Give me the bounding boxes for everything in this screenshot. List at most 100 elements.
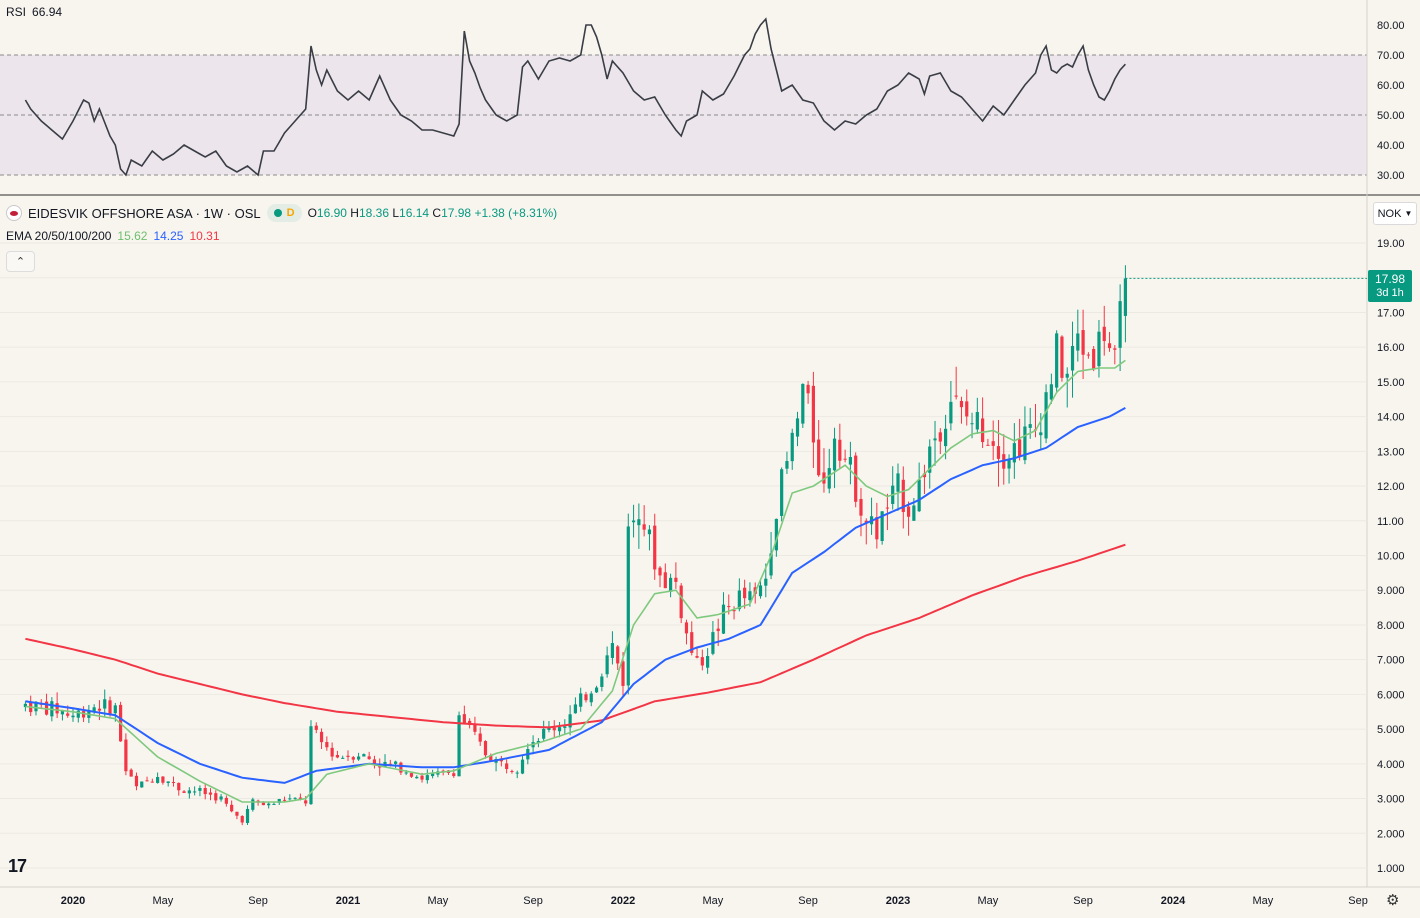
candle-body [637, 519, 641, 526]
candle-body [367, 756, 371, 760]
price-tick-label: 2.000 [1377, 828, 1405, 840]
candle-body [203, 788, 207, 795]
candle-body [727, 606, 731, 608]
rsi-pane: 30.00 40.00 50.00 60.00 70.00 80.00 [0, 17, 1405, 182]
rsi-tick-label: 50.00 [1377, 110, 1405, 122]
price-tick-label: 1.000 [1377, 863, 1405, 875]
candle-body [589, 693, 593, 703]
candle-body [219, 796, 223, 800]
rsi-legend: RSI 66.94 [6, 5, 62, 19]
candle-body [859, 498, 863, 516]
last-price-value: 17.98 [1374, 272, 1406, 286]
ema-legend[interactable]: EMA 20/50/100/200 15.62 14.25 10.31 [6, 229, 220, 243]
candle-body [552, 727, 556, 731]
candle-body [684, 622, 689, 634]
candle-body [1113, 348, 1117, 350]
candle-body [769, 553, 773, 576]
symbol-title[interactable]: EIDESVIK OFFSHORE ASA · 1W · OSL [28, 205, 261, 221]
candle-body [716, 628, 720, 632]
market-status-pill[interactable]: D [266, 204, 302, 222]
candle-body [457, 715, 461, 777]
candle-body [420, 775, 424, 780]
candle-body [758, 585, 763, 597]
candle-body [1039, 432, 1043, 436]
candle-body [801, 383, 805, 424]
candle-body [393, 761, 398, 764]
candle-body [1092, 348, 1096, 369]
candle-body [1055, 333, 1059, 388]
time-tick-label: May [153, 895, 174, 907]
rsi-tick-label: 40.00 [1377, 140, 1405, 152]
price-tick-label: 9.000 [1377, 585, 1405, 597]
price-tick-label: 12.00 [1377, 481, 1405, 493]
time-tick-label: 2021 [336, 895, 360, 907]
time-tick-label: Sep [798, 895, 818, 907]
symbol-legend: EIDESVIK OFFSHORE ASA · 1W · OSL D O16.9… [6, 204, 557, 222]
price-tick-label: 6.000 [1377, 689, 1405, 701]
candle-body [594, 687, 599, 693]
company-logo-icon [6, 205, 22, 221]
last-price-badge: 17.98 3d 1h [1368, 270, 1412, 302]
price-tick-label: 17.00 [1377, 307, 1405, 319]
candle-body [986, 444, 990, 446]
candle-body [351, 757, 355, 760]
collapse-legend-button[interactable]: ⌃ [6, 251, 35, 272]
time-tick-label: Sep [248, 895, 268, 907]
rsi-line [24, 17, 1126, 177]
candle-body [108, 700, 112, 715]
candle-body [1065, 373, 1069, 378]
time-tick-label: Sep [1073, 895, 1093, 907]
candle-body [658, 567, 662, 576]
candle-body [404, 772, 408, 774]
candle-body [224, 797, 228, 804]
candle-body [245, 808, 250, 823]
candle-body [356, 756, 361, 760]
candle-body [706, 655, 710, 668]
time-tick-label: 2024 [1161, 895, 1186, 907]
candle-body [832, 438, 837, 471]
candle-body [60, 711, 65, 715]
candle-body [1018, 439, 1022, 458]
candle-body [928, 446, 932, 473]
rsi-value: 66.94 [32, 5, 63, 19]
time-tick-label: 2023 [886, 895, 910, 907]
candle-body [478, 733, 482, 742]
price-tick-label: 11.00 [1377, 516, 1404, 528]
ema50-value: 14.25 [153, 229, 184, 243]
tradingview-logo-icon[interactable]: 17 [8, 856, 27, 876]
candle-body [150, 781, 154, 783]
candle-body [134, 775, 139, 787]
candle-body [626, 526, 630, 686]
ema50-line [25, 407, 1126, 784]
candle-body [1076, 333, 1080, 351]
candle-body [171, 781, 176, 783]
candle-body [505, 763, 509, 770]
candle-body [235, 811, 239, 816]
candle-body [1097, 331, 1101, 367]
candle-body [1081, 330, 1085, 355]
candle-body [943, 428, 948, 447]
chevron-down-icon: ▼ [1404, 209, 1413, 218]
candle-body [663, 572, 667, 589]
candle-body [156, 777, 160, 783]
candle-body [166, 781, 170, 784]
currency-selector[interactable]: NOK ▼ [1373, 202, 1417, 225]
candle-body [193, 791, 197, 793]
candle-body [1123, 278, 1128, 316]
candle-body [811, 385, 815, 443]
price-tick-label: 4.000 [1377, 759, 1405, 771]
candle-body [568, 714, 572, 728]
settings-gear-icon[interactable]: ⚙ [1386, 892, 1400, 909]
currency-label: NOK [1377, 207, 1402, 220]
candle-body [113, 705, 117, 714]
candle-body [71, 715, 75, 718]
ema20-value: 15.62 [117, 229, 148, 243]
candle-body [1044, 392, 1048, 439]
bar-countdown: 3d 1h [1376, 287, 1404, 299]
candle-body [1118, 301, 1122, 348]
candle-body [542, 728, 546, 739]
candle-body [642, 524, 646, 530]
candle-body [346, 755, 350, 757]
candle-body [901, 479, 905, 512]
